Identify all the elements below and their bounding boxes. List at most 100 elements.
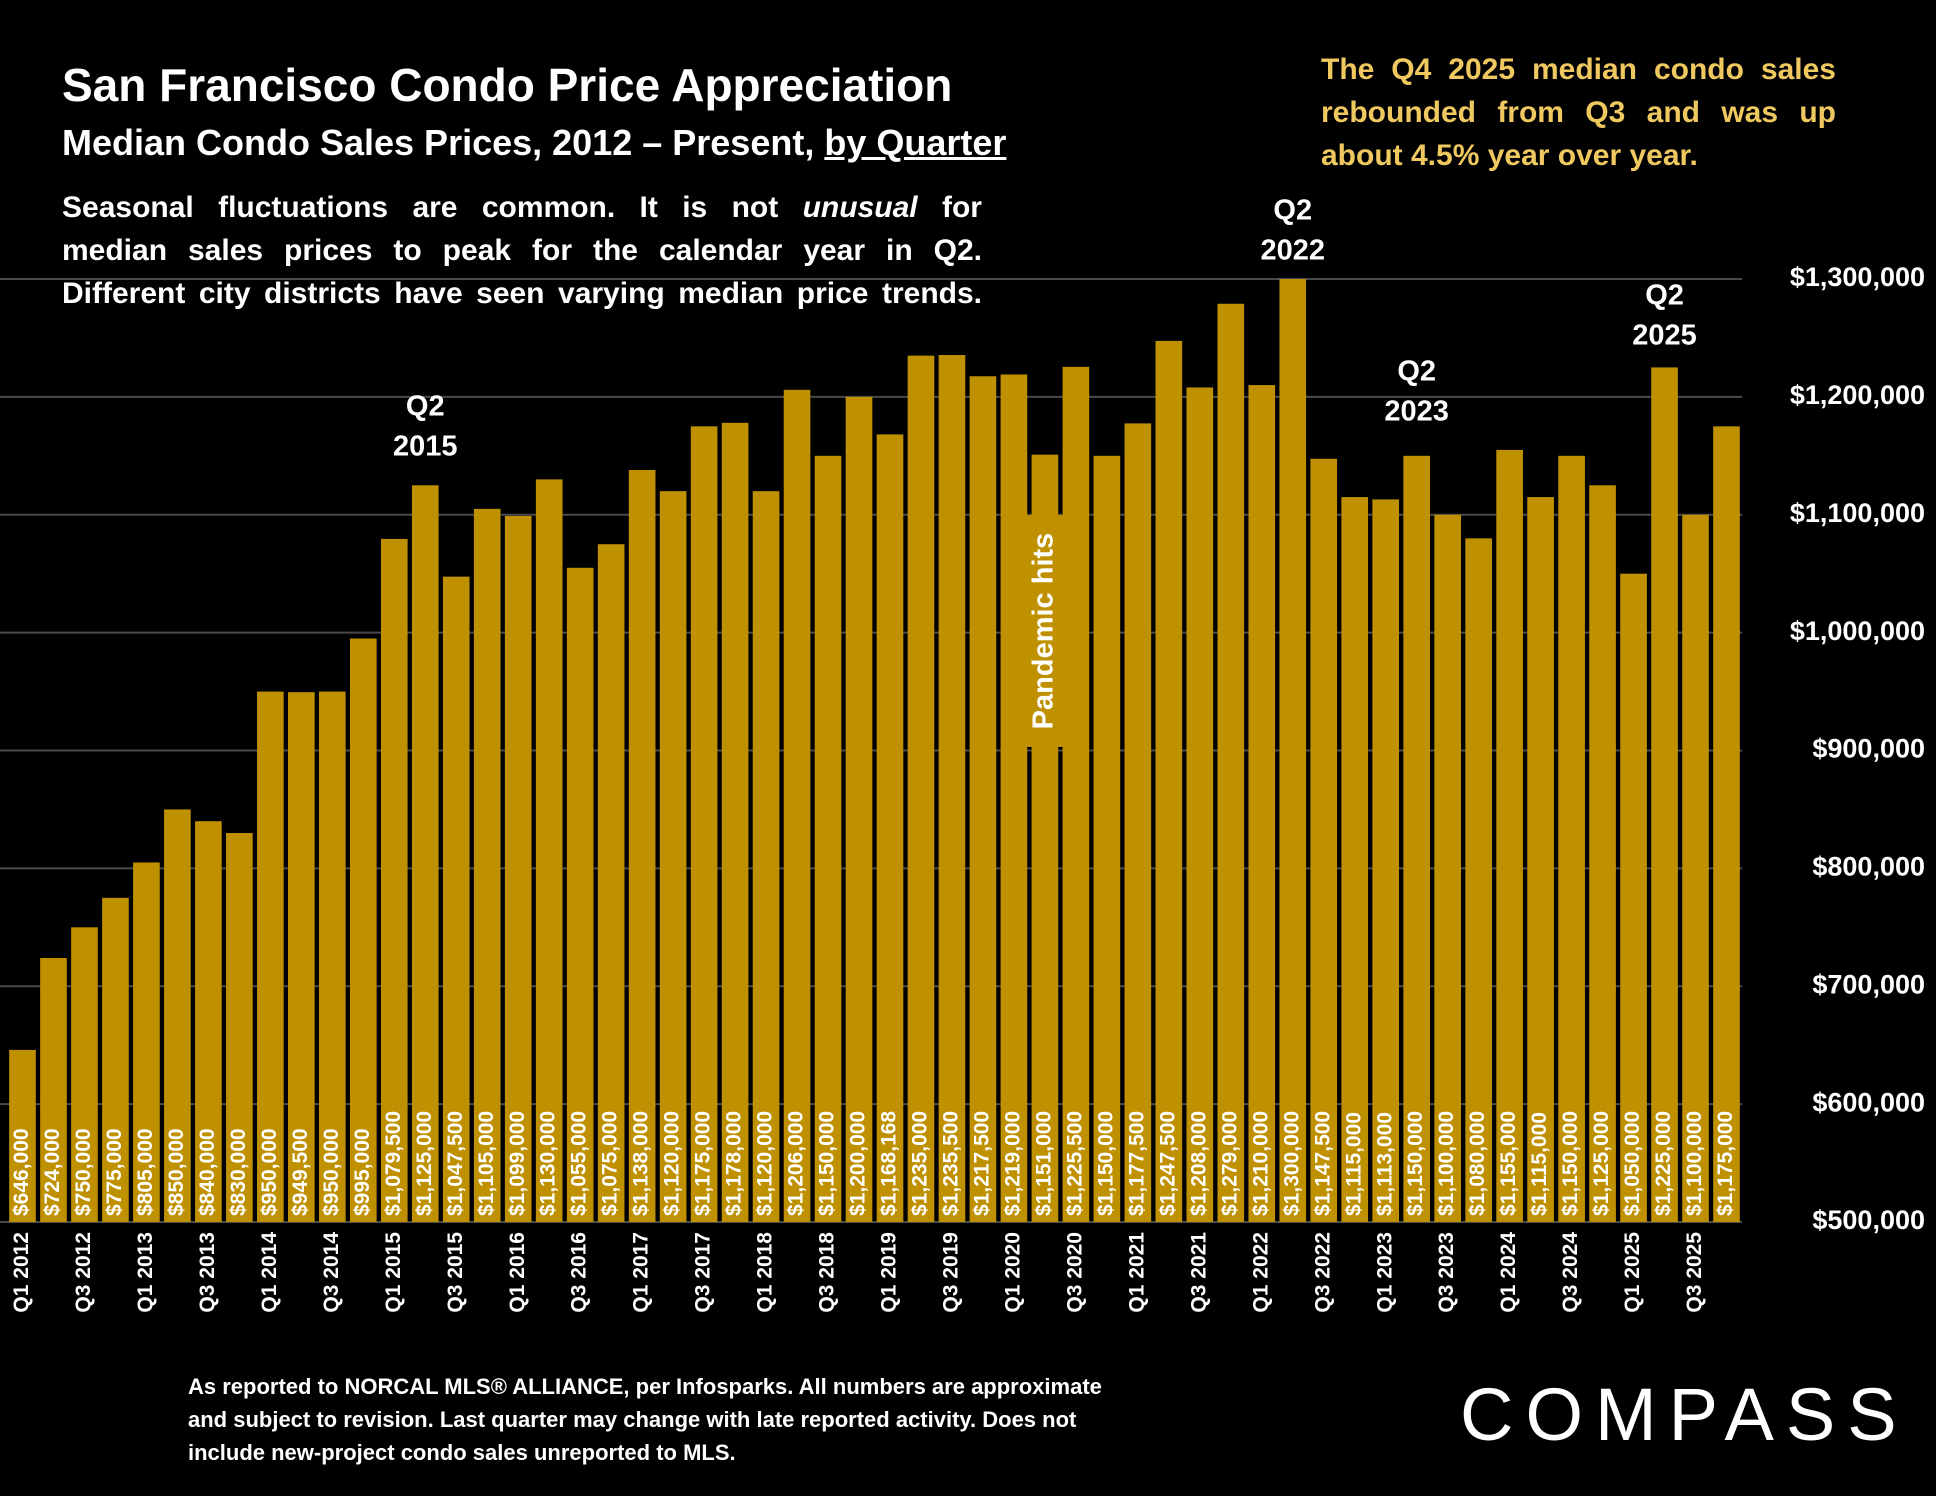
value-label: $995,000 — [351, 1128, 374, 1216]
footnote-line: include new-project condo sales unreport… — [188, 1440, 736, 1465]
bar — [845, 396, 873, 1222]
x-tick-label: Q1 2016 — [506, 1232, 529, 1313]
bar — [504, 515, 532, 1222]
bar — [380, 538, 408, 1222]
x-tick-label: Q1 2023 — [1373, 1232, 1396, 1313]
value-label: $1,300,000 — [1280, 1111, 1303, 1216]
y-tick-label: $700,000 — [1812, 969, 1925, 999]
bar — [1589, 485, 1616, 1222]
bar — [1279, 279, 1307, 1222]
annotation: Q2 — [1273, 195, 1312, 227]
value-label: $840,000 — [196, 1128, 219, 1216]
x-tick-label: Q1 2012 — [10, 1232, 33, 1313]
value-label: $1,125,000 — [413, 1111, 436, 1216]
callout-line: about 4.5% year over year. — [1321, 139, 1698, 172]
subtitle-text: Median Condo Sales Prices, 2012 – Presen… — [62, 122, 815, 163]
annotation: 2025 — [1632, 320, 1697, 352]
bar — [1496, 449, 1523, 1222]
y-tick-label: $900,000 — [1812, 734, 1925, 764]
bar — [597, 544, 625, 1222]
y-tick-label: $600,000 — [1812, 1087, 1925, 1117]
bar — [1155, 340, 1183, 1222]
value-label: $1,279,000 — [1218, 1111, 1241, 1216]
y-tick-label: $800,000 — [1812, 852, 1925, 882]
x-tick-label: Q1 2018 — [754, 1232, 777, 1313]
x-tick-label: Q3 2018 — [816, 1232, 839, 1313]
value-label: $1,168,168 — [878, 1111, 901, 1216]
value-label: $1,125,000 — [1590, 1111, 1613, 1216]
x-tick-label: Q3 2013 — [196, 1232, 219, 1313]
bar — [1651, 367, 1678, 1222]
value-label: $1,115,000 — [1528, 1112, 1551, 1216]
value-label: $1,225,000 — [1652, 1111, 1675, 1216]
value-label: $1,235,000 — [909, 1111, 932, 1216]
value-label: $1,247,500 — [1156, 1111, 1179, 1216]
value-label: $850,000 — [165, 1128, 188, 1216]
value-label: $1,178,000 — [723, 1111, 746, 1216]
x-tick-label: Q1 2024 — [1497, 1232, 1520, 1313]
x-tick-label: Q3 2025 — [1683, 1232, 1706, 1313]
bar — [40, 957, 67, 1222]
annotation: 2023 — [1384, 396, 1449, 428]
value-label: $1,100,000 — [1683, 1111, 1706, 1216]
y-tick-label: $500,000 — [1812, 1205, 1925, 1235]
y-tick-label: $1,100,000 — [1790, 498, 1925, 528]
bar — [566, 567, 594, 1222]
x-tick-label: Q1 2021 — [1125, 1232, 1148, 1313]
x-tick-label: Q1 2025 — [1621, 1232, 1644, 1313]
y-tick-label: $1,300,000 — [1790, 262, 1925, 292]
callout-line: rebounded from Q3 and was up — [1321, 96, 1836, 129]
x-tick-label: Q1 2022 — [1249, 1232, 1272, 1313]
bar — [288, 692, 315, 1222]
value-label: $949,500 — [289, 1128, 312, 1216]
bar — [876, 434, 904, 1222]
bar — [318, 691, 346, 1222]
x-tick-label: Q3 2012 — [72, 1232, 95, 1313]
x-tick-label: Q3 2024 — [1559, 1232, 1582, 1313]
bar — [195, 821, 222, 1222]
bar — [1527, 497, 1554, 1223]
x-tick-label: Q1 2019 — [878, 1232, 901, 1313]
value-label: $1,138,000 — [630, 1111, 653, 1216]
footnote-line: As reported to NORCAL MLS® ALLIANCE, per… — [188, 1374, 1102, 1399]
chart-subtitle: Median Condo Sales Prices, 2012 – Presen… — [62, 122, 1006, 164]
callout-line: The Q4 2025 median condo sales — [1321, 53, 1836, 86]
value-label: $1,080,000 — [1466, 1111, 1489, 1216]
x-tick-label: Q1 2017 — [630, 1232, 653, 1313]
value-label: $1,055,000 — [568, 1111, 591, 1216]
value-label: $1,175,000 — [692, 1111, 715, 1216]
value-label: $1,113,000 — [1373, 1112, 1396, 1216]
x-tick-label: Q3 2021 — [1187, 1232, 1210, 1313]
value-label: $1,175,000 — [1714, 1111, 1737, 1216]
value-label: $1,235,500 — [940, 1111, 963, 1216]
bar — [1558, 455, 1585, 1222]
bar — [102, 897, 129, 1222]
description-text: for — [941, 191, 982, 224]
bar — [659, 491, 687, 1222]
subtitle-link: by Quarter — [824, 122, 1007, 163]
value-label: $1,150,000 — [1094, 1111, 1117, 1216]
value-label: $1,208,000 — [1187, 1111, 1210, 1216]
x-tick-label: Q3 2014 — [320, 1232, 343, 1313]
value-label: $1,099,000 — [506, 1111, 529, 1216]
value-label: $1,075,000 — [599, 1111, 622, 1216]
bar — [1372, 499, 1400, 1222]
value-label: $1,219,000 — [1001, 1111, 1024, 1216]
x-tick-label: Q1 2015 — [382, 1232, 405, 1313]
bar — [349, 638, 377, 1222]
value-label: $1,151,000 — [1032, 1111, 1055, 1216]
value-label: $1,050,000 — [1621, 1111, 1644, 1216]
x-tick-label: Q3 2015 — [444, 1232, 467, 1313]
value-label: $1,120,000 — [661, 1111, 684, 1216]
x-tick-label: Q1 2013 — [134, 1232, 157, 1313]
bar — [1062, 366, 1090, 1222]
bar — [9, 1049, 36, 1222]
value-label: $1,210,000 — [1249, 1111, 1272, 1216]
logo: COMPASS — [1460, 1373, 1909, 1456]
footnote-line: and subject to revision. Last quarter ma… — [188, 1407, 1077, 1432]
description-line: Different city districts have seen varyi… — [62, 277, 982, 310]
x-tick-label: Q1 2014 — [258, 1232, 281, 1313]
bar — [969, 376, 997, 1222]
